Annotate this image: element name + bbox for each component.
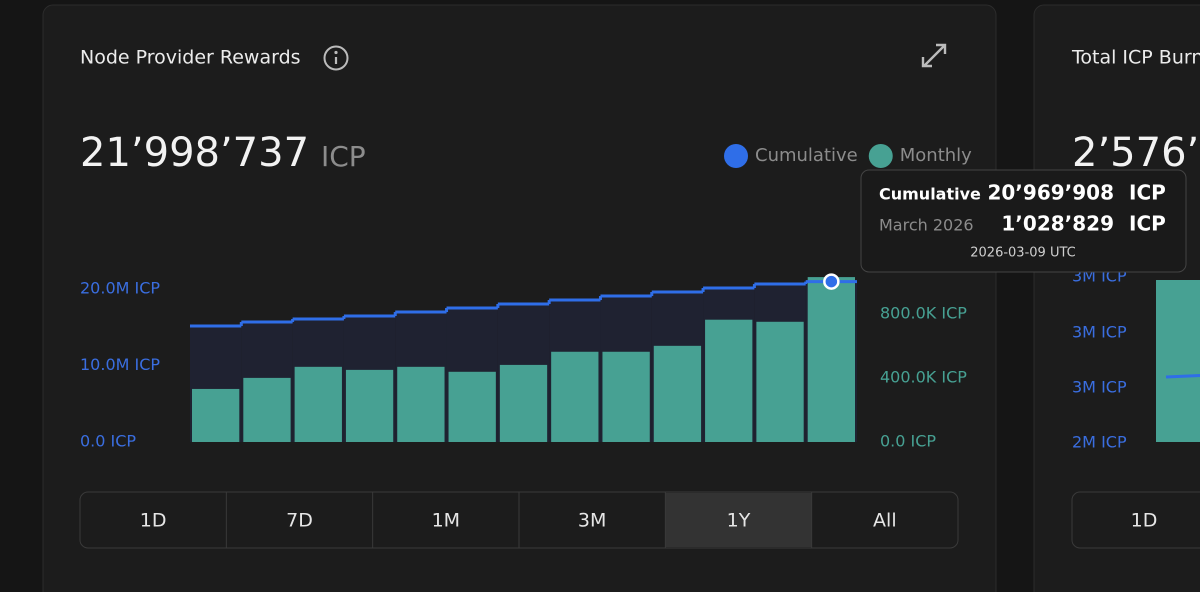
tooltip-unit: ICP [1129,181,1166,205]
second-axis-label: 3M ICP [1072,378,1127,397]
button-label: 1D [140,510,167,532]
second-range-button[interactable]: 1D [1071,491,1200,549]
y-tick-label: 10.0M ICP [80,355,160,374]
range-button[interactable]: 1D [140,510,167,532]
tooltip-value: 20’969’908 [987,181,1114,205]
tooltip-date: 2026-03-09 UTC [970,246,1075,261]
second-total-value: 2’576’ [1072,130,1199,176]
card-title: Node Provider Rewards [80,47,301,69]
bar [397,366,445,442]
button-label: 1D [1131,510,1158,532]
legend-label: Cumulative [755,145,858,166]
second-card-title: Total ICP Burn [1071,47,1200,69]
tooltip-value: 1’028’829 [1001,212,1114,236]
second-bar [1156,280,1200,442]
range-button[interactable]: All [811,492,897,548]
button-label: 7D [286,510,313,532]
bar [551,351,599,442]
range-button[interactable]: 1M [372,492,460,548]
y2-tick-label: 400.0K ICP [880,367,967,386]
bar [499,364,548,442]
button-label: 1M [432,510,460,532]
bar [243,377,291,442]
range-button[interactable]: 7D [225,492,313,548]
second-card [1033,4,1200,592]
second-axis-label: 3M ICP [1072,323,1127,342]
legend-swatch [724,144,748,168]
total-unit: ICP [321,140,366,173]
legend-swatch [868,144,893,168]
card [42,4,997,592]
bar [653,345,702,442]
y2-tick-label: 0.0 ICP [880,432,936,451]
bar [294,366,342,442]
bar [602,351,650,442]
tooltip-unit: ICP [1129,212,1166,236]
button-label: 1Y [727,510,751,532]
bar [807,277,855,442]
bar [756,321,804,442]
bar [345,369,394,442]
second-axis-label: 2M ICP [1072,433,1127,452]
tooltip: Cumulative 20’969’908 ICP March 2026 1’028’8… [860,169,1187,273]
bar [192,388,240,442]
hover-point [823,273,840,290]
bar [448,371,496,442]
y-tick-label: 20.0M ICP [80,279,160,298]
tooltip-box [860,169,1187,273]
range-button[interactable]: 1Y [664,492,812,548]
legend-label: Monthly [900,145,972,166]
button-label: 3M [578,510,606,532]
tooltip-label: March 2026 [879,216,974,235]
button-label: All [873,510,897,532]
tooltip-label: Cumulative [879,185,981,204]
range-button[interactable]: 3M [518,492,606,548]
expand-icon[interactable] [921,43,947,68]
total-value: 21’998’737 [80,130,309,176]
y2-tick-label: 800.0K ICP [880,303,967,322]
info-icon[interactable] [323,45,349,71]
y-tick-label: 0.0 ICP [80,432,136,451]
bar [705,319,753,442]
button-selected-bg [665,493,812,547]
second-line [1165,373,1200,379]
